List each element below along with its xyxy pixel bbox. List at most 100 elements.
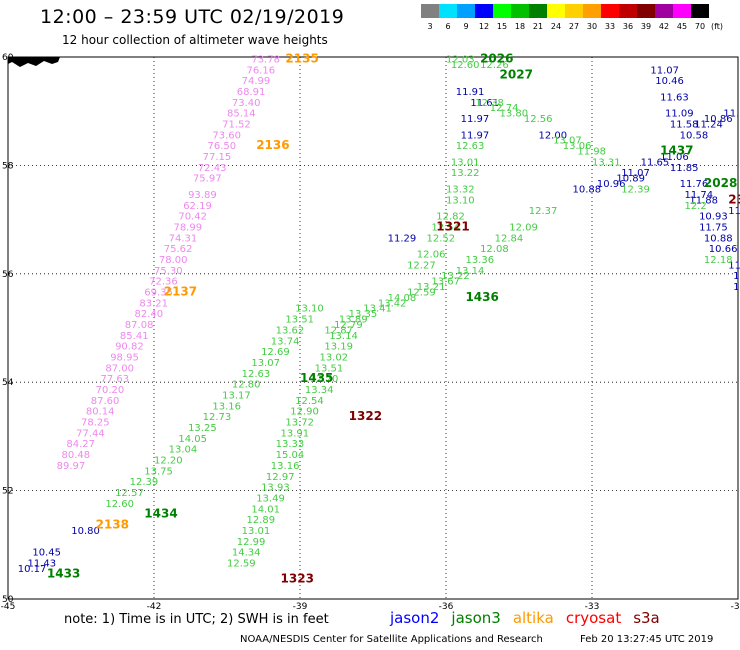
wave-height-label-jason3: 13.72 xyxy=(285,418,314,429)
wave-height-label-jason2: 10.96 xyxy=(597,179,626,190)
pass-time-label: 2027 xyxy=(500,68,533,82)
x-tick-label: -39 xyxy=(293,602,308,610)
wave-height-label-altika: 75.97 xyxy=(193,174,222,185)
wave-height-label-jason3: 12.26 xyxy=(480,60,509,71)
wave-height-label-jason2: 11.85 xyxy=(670,163,699,174)
wave-height-label-altika: 74.99 xyxy=(242,76,271,87)
wave-height-label-altika: 75.30 xyxy=(154,266,183,277)
legend-swatch xyxy=(511,4,529,18)
pass-time-label: 1323 xyxy=(281,572,314,586)
x-tick-label: -30 xyxy=(731,602,740,610)
wave-height-label-altika: 78.00 xyxy=(159,255,188,266)
legend-swatch xyxy=(457,4,475,18)
wave-height-label-jason3: 13.22 xyxy=(451,168,480,179)
wave-height-label-jason2: 10.89 xyxy=(616,174,645,185)
wave-height-label-altika: 71.52 xyxy=(222,119,251,130)
units-note: note: 1) Time is in UTC; 2) SWH is in fe… xyxy=(64,612,329,627)
pass-time-label: 231 xyxy=(728,192,740,206)
legend-swatch xyxy=(493,4,511,18)
pass-time-label: 2137 xyxy=(164,284,197,298)
wave-height-label-altika: 87.00 xyxy=(105,363,134,374)
legend-label: 45 xyxy=(677,22,687,31)
satellite-altika: altika xyxy=(512,609,554,627)
x-tick-label: -45 xyxy=(1,602,16,610)
wave-height-label-jason2: 10.58 xyxy=(680,130,709,141)
wave-height-label-jason3: 13.01 xyxy=(451,157,480,168)
wave-height-label-jason3: 13.93 xyxy=(261,483,290,494)
wave-height-label-jason3: 12.70 xyxy=(310,374,339,385)
legend-swatch xyxy=(619,4,637,18)
wave-height-label-jason3: 13.32 xyxy=(446,185,475,196)
pass-time-label: 2135 xyxy=(285,51,318,65)
wave-height-label-jason3: 14.08 xyxy=(388,293,417,304)
wave-height-label-altika: 70.42 xyxy=(178,212,207,223)
wave-height-label-jason3: 12.39 xyxy=(130,477,159,488)
pass-time-label: 2028 xyxy=(704,176,737,190)
wave-height-label-jason3: 13.07 xyxy=(553,136,582,147)
wave-height-label-jason2: 10.93 xyxy=(699,212,728,223)
wave-height-label-altika: 73.40 xyxy=(232,98,261,109)
legend-swatch xyxy=(565,4,583,18)
y-tick-label: 56 xyxy=(2,270,14,280)
wave-height-label-jason2: 10.88 xyxy=(704,233,733,244)
wave-height-label-jason3: 12.89 xyxy=(246,515,275,526)
wave-height-label-jason3: 12.74 xyxy=(490,103,519,114)
legend-label: 21 xyxy=(533,22,543,31)
legend-label: 6 xyxy=(445,22,450,31)
pass-time-label: 1436 xyxy=(465,290,498,304)
wave-height-label-jason3: 13.75 xyxy=(144,466,173,477)
wave-height-label-jason3: 13.34 xyxy=(305,385,334,396)
wave-height-label-altika: 78.25 xyxy=(81,418,110,429)
legend-label: 24 xyxy=(551,22,561,31)
wave-height-label-jason3: 13.74 xyxy=(271,336,300,347)
legend-label: 42 xyxy=(659,22,669,31)
wave-height-label-jason3: 13.16 xyxy=(271,461,300,472)
legend-label: 27 xyxy=(569,22,579,31)
wave-height-label-jason3: 13.31 xyxy=(592,157,621,168)
wave-height-label-jason3: 12.54 xyxy=(295,396,324,407)
legend-label: 18 xyxy=(515,22,525,31)
wave-height-label-jason2: 10.45 xyxy=(32,548,61,559)
wave-height-label-jason3: 12.60 xyxy=(451,60,480,71)
wave-height-label-jason3: 13.07 xyxy=(251,358,280,369)
legend-swatch xyxy=(475,4,493,18)
wave-height-label-altika: 93.89 xyxy=(188,190,217,201)
wave-height-label-altika: 89.97 xyxy=(57,461,86,472)
satellite-cryosat: cryosat xyxy=(565,609,622,627)
wave-height-label-jason3: 13.10 xyxy=(295,304,324,315)
legend-swatch xyxy=(691,4,709,18)
wave-height-label-altika: 62.19 xyxy=(183,201,212,212)
legend-label: 3 xyxy=(427,22,432,31)
wave-height-label-altika: 73.60 xyxy=(212,130,241,141)
wave-height-label-jason2: 11.91 xyxy=(456,87,485,98)
wave-height-label-jason3: 12.37 xyxy=(529,206,558,217)
wave-height-label-jason3: 13.01 xyxy=(242,526,271,537)
wave-height-label-jason2: 11.06 xyxy=(660,152,689,163)
wave-height-label-altika: 85.14 xyxy=(227,109,256,120)
plot-frame xyxy=(7,56,739,600)
wave-height-label-altika: 80.48 xyxy=(62,450,91,461)
wave-height-label-jason3: 12.59 xyxy=(227,558,256,569)
legend-label: 30 xyxy=(587,22,597,31)
y-tick-label: 50 xyxy=(2,595,14,605)
wave-height-label-jason3: 13.89 xyxy=(339,315,368,326)
wave-height-label-altika: 82.40 xyxy=(135,309,164,320)
wave-height-label-jason2: 11.37 xyxy=(723,109,740,120)
wave-height-label-altika: 80.14 xyxy=(86,407,115,418)
pass-time-label: 2026 xyxy=(480,51,513,65)
wave-height-label-jason2: 10.86 xyxy=(704,114,733,125)
pass-time-label: 1433 xyxy=(47,566,80,580)
legend-swatch xyxy=(529,4,547,18)
wave-height-label-altika: 72.43 xyxy=(198,163,227,174)
wave-height-label-jason3: 12.20 xyxy=(154,456,183,467)
y-tick-label: 52 xyxy=(2,487,13,497)
wave-height-label-jason3: 12.06 xyxy=(417,250,446,261)
legend-label: 70 xyxy=(695,22,705,31)
chart-subtitle: 12 hour collection of altimeter wave hei… xyxy=(62,33,328,47)
wave-height-label-jason3: 13.25 xyxy=(188,423,217,434)
satellite-jason3: jason3 xyxy=(451,609,501,627)
wave-height-label-altika: 73.78 xyxy=(251,54,280,65)
wave-height-label-jason2: 11.97 xyxy=(461,130,490,141)
wave-height-label-altika: 83.21 xyxy=(139,298,168,309)
wave-height-label-jason3: 12.63 xyxy=(456,141,485,152)
